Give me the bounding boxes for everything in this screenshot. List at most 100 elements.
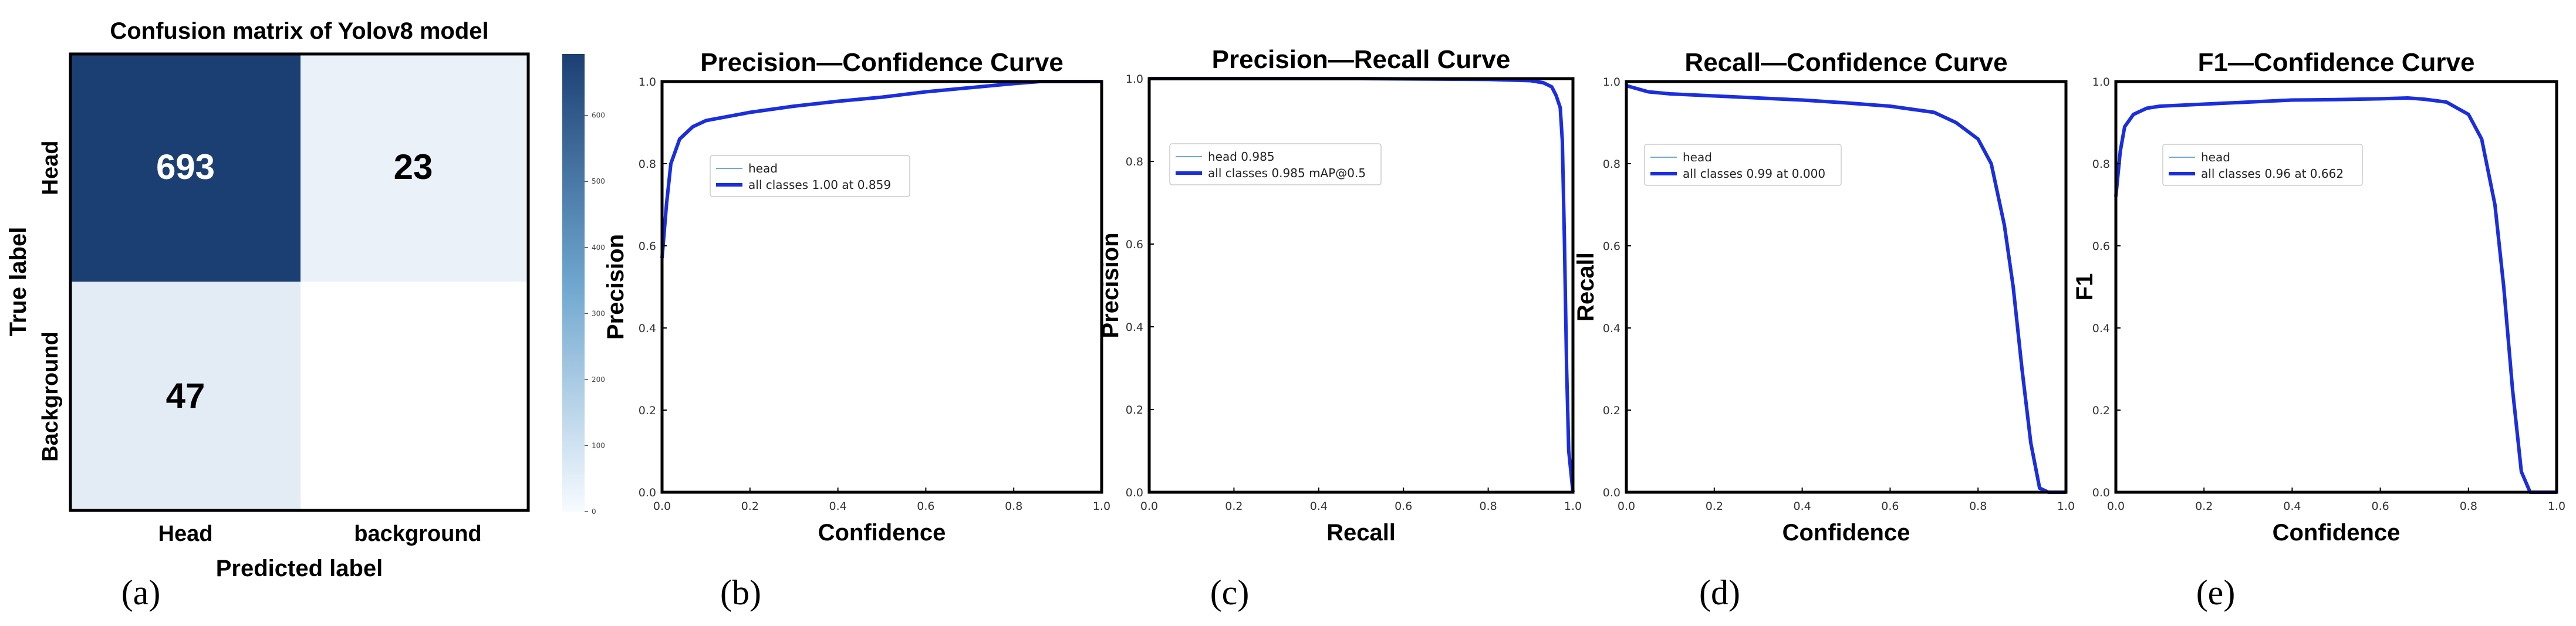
- y-tick-label: 1.0: [1126, 73, 1143, 86]
- x-tick-label: 1.0: [1093, 500, 1110, 513]
- y-axis-label: F1: [2072, 273, 2098, 301]
- x-tick-label: 0.6: [2371, 500, 2389, 513]
- legend: head all classes 0.99 at 0.000: [1644, 144, 1842, 186]
- x-tick-label: 0.0: [2107, 500, 2125, 513]
- y-axis-label: Recall: [1573, 252, 1599, 322]
- y-tick-label: 0.8: [1603, 158, 1620, 171]
- x-axis-label: Confidence: [1782, 520, 1910, 546]
- cm-ylabel: True label: [5, 227, 31, 337]
- legend-box: [1169, 143, 1382, 185]
- series-line-head: [1149, 78, 1574, 493]
- legend-label: all classes 0.96 at 0.662: [2201, 167, 2344, 181]
- x-tick-label: 0.4: [2283, 500, 2301, 513]
- panel-caption: (e): [2196, 573, 2236, 612]
- x-tick-label: 0.6: [1881, 500, 1899, 513]
- cm-xtick-background: background: [354, 522, 481, 546]
- cm-xlabel: Predicted label: [216, 556, 383, 581]
- cm-cell-head-background: [301, 54, 528, 282]
- cm-title: Confusion matrix of Yolov8 model: [110, 18, 488, 44]
- x-tick-label: 0.2: [1225, 500, 1243, 513]
- cm-cell-background-head: [70, 282, 301, 510]
- plot-frame: [2114, 80, 2558, 494]
- panel-title: F1—Confidence Curve: [2198, 48, 2475, 77]
- y-tick-label: 0.2: [2092, 404, 2110, 417]
- y-tick-label: 0.0: [639, 486, 656, 499]
- cm-value-background-head: 47: [166, 376, 205, 415]
- confusion-matrix-panel: Confusion matrix of Yolov8 model 693 23 …: [5, 18, 605, 612]
- x-tick-label: 0.0: [1618, 500, 1635, 513]
- x-axis-label: Recall: [1326, 520, 1396, 546]
- x-tick-label: 0.8: [1005, 500, 1022, 513]
- y-tick-label: 1.0: [1603, 76, 1620, 89]
- y-tick-label: 0.4: [2092, 322, 2110, 335]
- y-tick-label: 0.6: [1603, 240, 1620, 253]
- legend: head all classes 1.00 at 0.859: [710, 155, 910, 197]
- plot-frame: [1147, 77, 1575, 494]
- y-tick-label: 0.2: [639, 404, 656, 417]
- cm-xtick-head: Head: [158, 522, 213, 546]
- panel-title: Precision—Recall Curve: [1212, 45, 1511, 74]
- colorbar-tick-label: 300: [592, 309, 605, 317]
- x-tick-label: 1.0: [2548, 500, 2565, 513]
- x-tick-label: 1.0: [1564, 500, 1582, 513]
- y-tick-label: 0.8: [2092, 158, 2110, 171]
- x-tick-label: 0.8: [1969, 500, 1987, 513]
- legend-box: [1644, 144, 1842, 186]
- legend-label: head: [2201, 150, 2230, 164]
- colorbar-tick-label: 500: [592, 177, 605, 185]
- cm-value-head-head: 693: [156, 147, 215, 187]
- colorbar-tick-label: 0: [592, 507, 596, 516]
- x-tick-label: 0.0: [1140, 500, 1158, 513]
- x-tick-label: 0.8: [1479, 500, 1497, 513]
- x-tick-label: 0.2: [741, 500, 759, 513]
- legend: head all classes 0.96 at 0.662: [2162, 144, 2363, 186]
- legend-label: head 0.985: [1208, 150, 1275, 164]
- y-tick-label: 0.4: [639, 322, 656, 335]
- y-tick-label: 0.6: [2092, 240, 2110, 253]
- legend: head 0.985 all classes 0.985 mAP@0.5: [1169, 143, 1382, 185]
- legend-box: [710, 155, 910, 197]
- cm-ytick-head: Head: [38, 141, 63, 195]
- legend-label: all classes 0.99 at 0.000: [1683, 167, 1825, 181]
- colorbar-tick-label: 600: [592, 111, 605, 120]
- x-tick-label: 0.8: [2460, 500, 2477, 513]
- panel-title: Precision—Confidence Curve: [700, 48, 1064, 77]
- cm-colorbar-ticks: 0 100 200 300 400 500 600: [585, 111, 605, 516]
- colorbar-tick-label: 100: [592, 441, 605, 449]
- y-tick-label: 1.0: [639, 76, 656, 89]
- y-tick-label: 0.8: [639, 158, 656, 171]
- precision-confidence-panel: Precision—Confidence Curve 0.0 0.2 0.4 0.6 0.…: [603, 48, 1110, 612]
- y-tick-label: 0.0: [1603, 486, 1620, 499]
- colorbar-tick-label: 200: [592, 375, 605, 384]
- legend-label: head: [748, 161, 778, 175]
- cm-frame: [69, 52, 530, 512]
- y-tick-label: 0.2: [1126, 404, 1143, 417]
- y-tick-label: 0.2: [1603, 404, 1620, 417]
- caption-a: (a): [121, 573, 161, 612]
- y-tick-label: 0.4: [1603, 322, 1620, 335]
- y-tick-label: 0.6: [639, 240, 656, 253]
- cm-cell-background-background: [301, 282, 528, 510]
- cm-cell-head-head: [70, 54, 301, 282]
- plot-frame: [660, 80, 1103, 494]
- legend-box: [2162, 144, 2363, 186]
- y-axis-label: Precision: [1098, 232, 1123, 338]
- x-tick-label: 0.2: [2195, 500, 2213, 513]
- x-tick-label: 1.0: [2057, 500, 2075, 513]
- y-tick-label: 0.4: [1126, 321, 1143, 334]
- x-tick-label: 0.6: [917, 500, 934, 513]
- x-tick-label: 0.6: [1395, 500, 1412, 513]
- precision-recall-panel: Precision—Recall Curve 0.0 0.2 0.4 0.6 0.8 1.0…: [1098, 45, 1582, 612]
- recall-confidence-panel: Recall—Confidence Curve 0.0 0.2 0.4 0.6 0.8 1.…: [1573, 48, 2075, 612]
- legend-label: head: [1683, 150, 1712, 164]
- series-line-all-classes: [1626, 84, 2066, 494]
- x-tick-label: 0.4: [1793, 500, 1811, 513]
- cm-value-head-background: 23: [394, 147, 433, 187]
- cm-ytick-background: Background: [38, 331, 63, 462]
- y-tick-label: 1.0: [2092, 76, 2110, 89]
- x-axis-label: Confidence: [2273, 520, 2401, 546]
- panel-caption: (c): [1210, 573, 1250, 612]
- series-line-all-classes: [1149, 77, 1575, 493]
- y-tick-label: 0.8: [1126, 155, 1143, 168]
